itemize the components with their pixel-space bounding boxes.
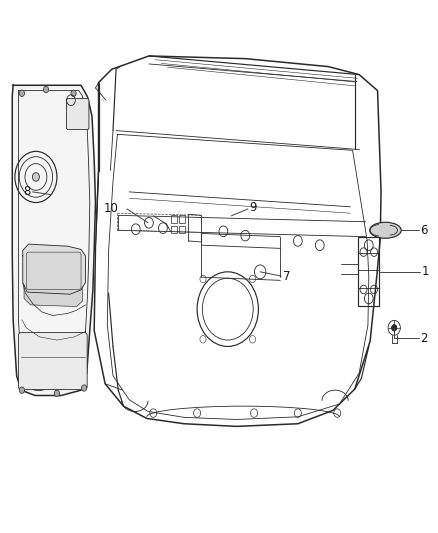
Text: 7: 7 [283, 270, 290, 283]
Circle shape [392, 325, 397, 331]
FancyBboxPatch shape [26, 252, 81, 289]
Circle shape [81, 385, 87, 391]
Circle shape [43, 86, 49, 93]
Polygon shape [12, 85, 95, 395]
Circle shape [19, 387, 25, 393]
Bar [171, 215, 177, 223]
Text: 8: 8 [23, 185, 31, 198]
Circle shape [19, 90, 25, 96]
Text: 2: 2 [420, 332, 428, 345]
Polygon shape [24, 285, 82, 306]
Circle shape [71, 90, 76, 96]
Bar [171, 226, 177, 233]
Bar [179, 226, 185, 233]
Text: 9: 9 [250, 201, 257, 214]
Circle shape [54, 390, 60, 397]
Bar [179, 215, 185, 223]
Text: 10: 10 [103, 202, 118, 215]
FancyBboxPatch shape [67, 99, 89, 130]
Polygon shape [23, 244, 85, 294]
Circle shape [32, 173, 39, 181]
Text: 6: 6 [420, 224, 428, 237]
FancyBboxPatch shape [18, 333, 87, 390]
Ellipse shape [370, 222, 401, 238]
Text: 1: 1 [421, 265, 429, 278]
